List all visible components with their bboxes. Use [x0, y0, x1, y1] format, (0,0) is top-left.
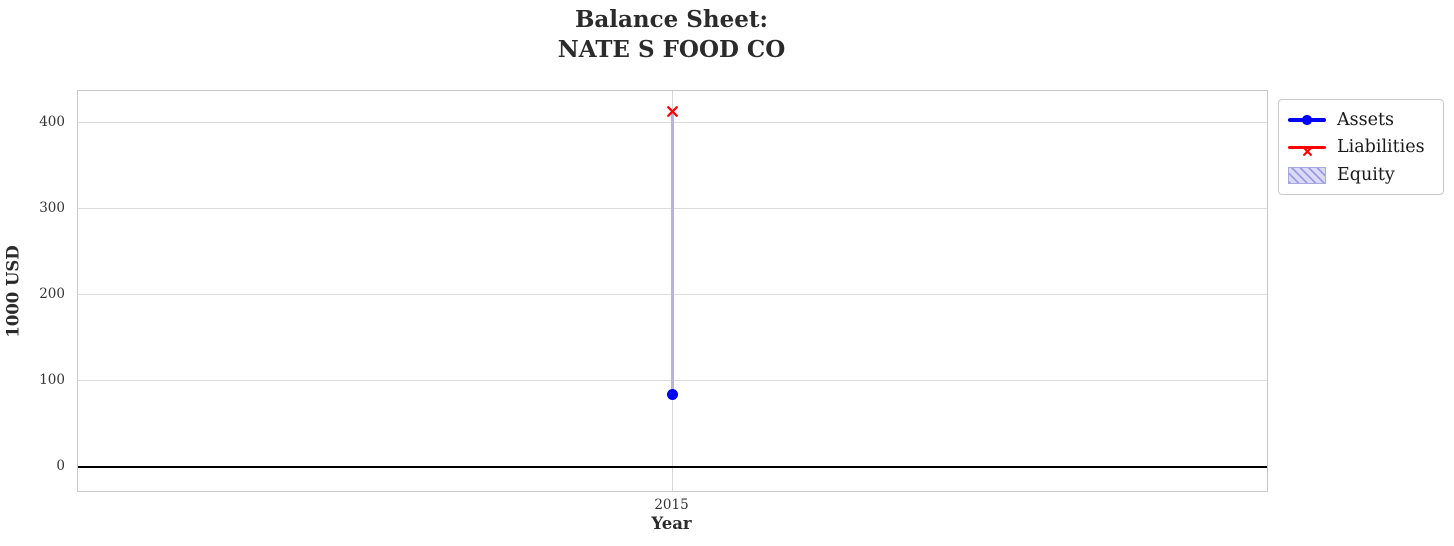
- legend-sample-assets: [1288, 111, 1326, 129]
- x-tick-label: 2015: [654, 497, 689, 513]
- equity-bar: [671, 109, 674, 395]
- legend-item-liabilities: Liabilities: [1288, 134, 1443, 162]
- legend-label-liabilities: Liabilities: [1337, 137, 1425, 158]
- plot-area: [77, 90, 1268, 492]
- y-tick-label: 300: [39, 199, 65, 216]
- assets-marker: [667, 389, 678, 401]
- liabilities-legend-x-icon: [1302, 142, 1313, 161]
- liabilities-marker: [666, 103, 679, 118]
- legend-label-equity: Equity: [1337, 164, 1395, 185]
- y-tick-label: 200: [39, 285, 65, 302]
- legend-item-assets: Assets: [1288, 106, 1443, 134]
- legend-label-assets: Assets: [1337, 109, 1394, 130]
- legend-sample-liabilities: [1288, 138, 1326, 156]
- assets-legend-circle-icon: [1302, 115, 1312, 125]
- x-axis-label: Year: [651, 514, 692, 533]
- y-tick-label: 0: [56, 457, 65, 474]
- equity-legend-patch-icon: [1288, 166, 1326, 185]
- chart-title: Balance Sheet: NATE S FOOD CO: [557, 6, 786, 63]
- legend-item-equity: Equity: [1288, 161, 1443, 189]
- legend-sample-equity: [1288, 166, 1326, 185]
- liabilities-legend-line: [1288, 145, 1326, 150]
- y-tick-label: 400: [39, 113, 65, 130]
- legend: Assets Liabilities Equity: [1278, 99, 1444, 195]
- zero-axis-line: [78, 465, 1267, 468]
- y-axis-tick-labels: 400 300 200 100 0: [0, 90, 71, 490]
- y-tick-label: 100: [39, 371, 65, 388]
